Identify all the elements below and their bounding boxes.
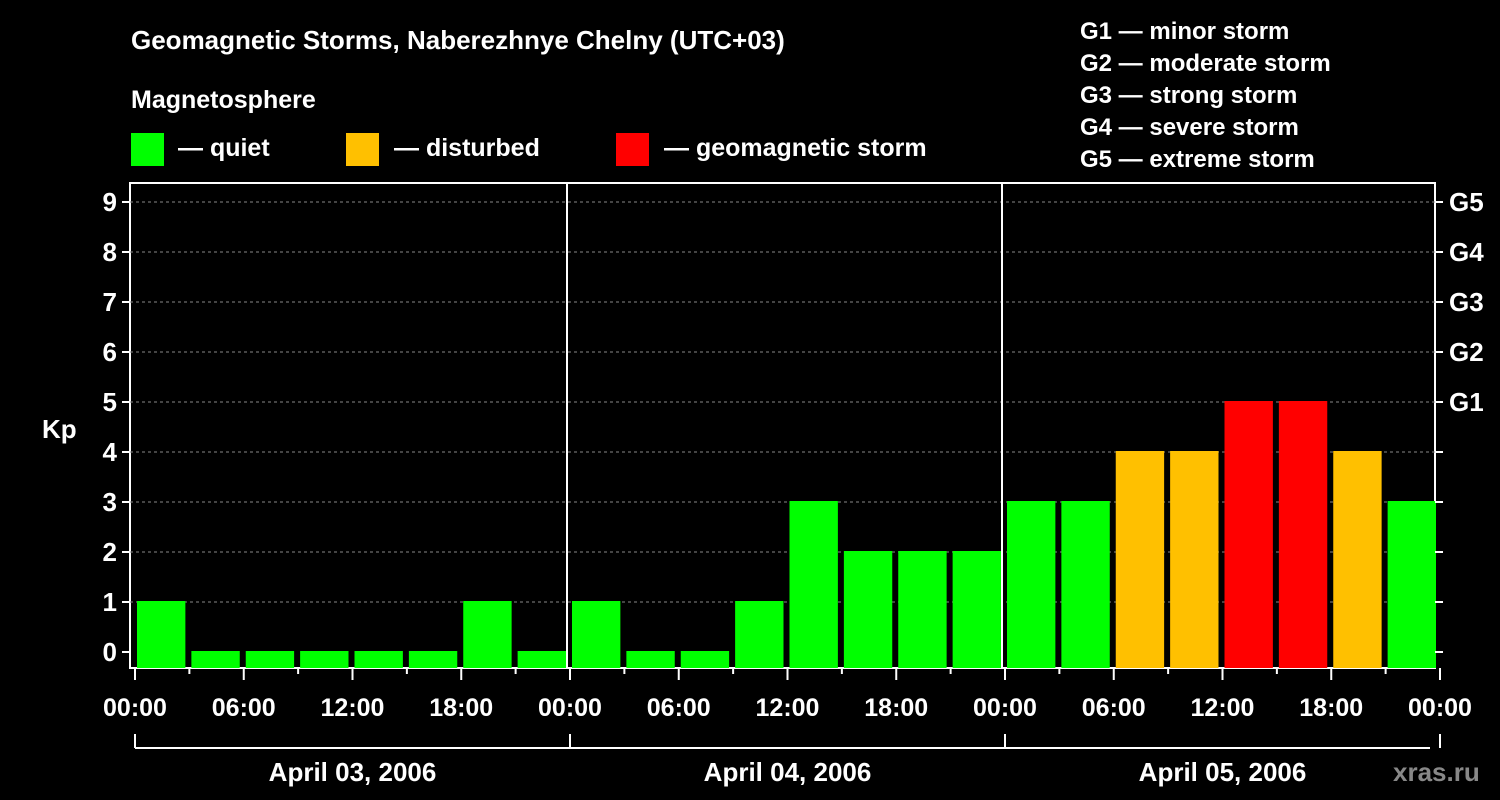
- kp-bar-18: [1115, 451, 1165, 668]
- x-tick-label-4: 00:00: [538, 694, 602, 722]
- y-tick-label-2: 2: [103, 537, 117, 567]
- kp-bar-15: [952, 551, 1001, 668]
- kp-bar-16: [1007, 501, 1056, 668]
- kp-bar-6: [463, 601, 512, 668]
- kp-bar-2: [245, 651, 295, 668]
- x-tick-label-6: 12:00: [756, 694, 820, 722]
- x-tick-label-9: 06:00: [1082, 694, 1146, 722]
- storm-scale-list: G1 — minor storm G2 — moderate storm G3 …: [1080, 16, 1331, 176]
- g-scale-label-2: G3: [1449, 287, 1484, 317]
- x-tick-label-12: 00:00: [1408, 694, 1472, 722]
- y-tick-label-7: 7: [103, 287, 117, 317]
- kp-bar-17: [1061, 501, 1110, 668]
- kp-bar-21: [1278, 401, 1328, 668]
- kp-bar-11: [735, 601, 784, 668]
- legend-swatch-quiet: [131, 133, 164, 166]
- y-tick-label-9: 9: [103, 187, 117, 217]
- x-tick-label-1: 06:00: [212, 694, 276, 722]
- x-tick-label-2: 12:00: [321, 694, 385, 722]
- g-scale-label-1: G2: [1449, 337, 1484, 367]
- legend-swatch-disturbed: [346, 133, 379, 166]
- chart-title: Geomagnetic Storms, Naberezhnye Chelny (…: [131, 25, 785, 55]
- x-tick-label-10: 12:00: [1191, 694, 1255, 722]
- watermark: xras.ru: [1393, 757, 1480, 787]
- kp-bar-13: [843, 551, 893, 668]
- storm-scale-g4: G4 — severe storm: [1080, 114, 1299, 141]
- legend-label-storm: — geomagnetic storm: [664, 134, 927, 162]
- y-tick-label-6: 6: [103, 337, 117, 367]
- y-tick-label-3: 3: [103, 487, 117, 517]
- y-tick-label-5: 5: [103, 387, 117, 417]
- g-scale-label-0: G1: [1449, 387, 1484, 417]
- x-tick-label-5: 06:00: [647, 694, 711, 722]
- kp-bar-12: [789, 501, 838, 668]
- x-tick-label-11: 18:00: [1299, 694, 1363, 722]
- y-tick-label-0: 0: [103, 637, 117, 667]
- kp-bar-0: [137, 601, 186, 668]
- legend-label-quiet: — quiet: [178, 134, 270, 162]
- day-label-2: April 05, 2006: [1139, 757, 1307, 787]
- kp-bar-5: [408, 651, 458, 668]
- storm-scale-g1: G1 — minor storm: [1080, 18, 1290, 45]
- kp-bar-9: [626, 651, 675, 668]
- day-label-0: April 03, 2006: [269, 757, 437, 787]
- g-scale-label-4: G5: [1449, 187, 1484, 217]
- kp-bar-7: [517, 651, 566, 668]
- legend-label-disturbed: — disturbed: [394, 134, 540, 162]
- storm-scale-g2: G2 — moderate storm: [1080, 50, 1331, 77]
- kp-bar-10: [680, 651, 730, 668]
- kp-bar-4: [354, 651, 403, 668]
- x-tick-label-7: 18:00: [864, 694, 928, 722]
- storm-scale-g3: G3 — strong storm: [1080, 82, 1298, 109]
- storm-scale-g5: G5 — extreme storm: [1080, 146, 1315, 173]
- x-tick-label-3: 18:00: [429, 694, 493, 722]
- y-tick-label-1: 1: [103, 587, 117, 617]
- kp-bar-20: [1224, 401, 1273, 668]
- x-tick-label-8: 00:00: [973, 694, 1037, 722]
- kp-bar-14: [898, 551, 947, 668]
- kp-bar-19: [1170, 451, 1219, 668]
- y-axis-label: Kp: [42, 414, 77, 444]
- kp-bar-8: [572, 601, 621, 668]
- kp-bar-22: [1333, 451, 1382, 668]
- kp-bar-3: [300, 651, 349, 668]
- g-scale-label-3: G4: [1449, 237, 1484, 267]
- day-label-1: April 04, 2006: [704, 757, 872, 787]
- kp-bar-23: [1387, 501, 1436, 668]
- y-tick-label-4: 4: [103, 437, 118, 467]
- legend-swatch-storm: [616, 133, 649, 166]
- legend-heading: Magnetosphere: [131, 86, 316, 114]
- kp-bar-1: [191, 651, 240, 668]
- y-tick-label-8: 8: [103, 237, 117, 267]
- x-tick-label-0: 00:00: [103, 694, 167, 722]
